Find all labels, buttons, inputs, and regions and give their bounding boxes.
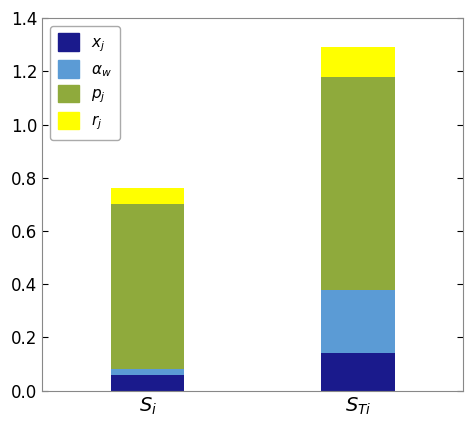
Bar (321, 354, 394, 391)
Bar (321, 77, 394, 290)
Bar (321, 290, 394, 354)
Bar (111, 369, 184, 375)
Bar (111, 205, 184, 369)
Bar (111, 375, 184, 391)
Bar (321, 48, 394, 77)
Legend: $x_j$, $\alpha_w$, $p_j$, $r_j$: $x_j$, $\alpha_w$, $p_j$, $r_j$ (50, 26, 120, 140)
Bar (111, 188, 184, 205)
